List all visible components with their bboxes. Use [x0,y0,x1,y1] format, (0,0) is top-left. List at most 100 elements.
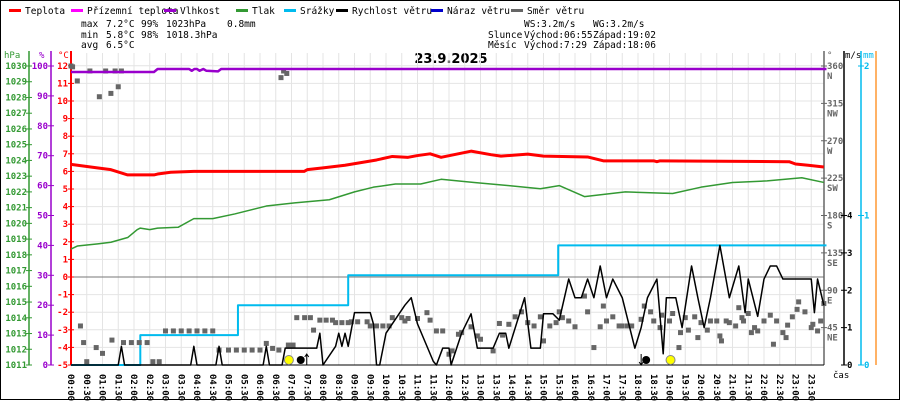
humidity-tick-label: 10 [37,331,48,341]
wind-direction-point [355,319,361,325]
wind-direction-point [389,315,395,321]
x-tick-label: 00:00 [65,374,75,401]
legend-label: Náraz větru [447,6,510,17]
wind-direction-point [284,70,290,76]
wind-direction-point [723,318,729,324]
legend-label: Přízemní teplota [87,6,179,17]
wind-direction-point [163,328,168,334]
pressure-tick-label: 1019 [5,235,27,245]
wind-speed-info: WS:3.2m/s [524,19,575,30]
pressure-tick-label: 1026 [5,125,27,135]
stats-max-rain: 0.8mm [227,19,256,30]
wind-direction-point [657,325,663,331]
wind-direction-point [651,318,657,324]
wind-direction-point [333,320,339,326]
wind-direction-point [144,340,150,346]
wind-direction-point [717,333,723,339]
x-tick-label: 21:30 [742,374,752,401]
sunset-marker [665,355,676,365]
wind-direction-point [115,84,121,90]
wind-direction-point [774,318,780,324]
x-tick-label: 22:00 [758,374,768,401]
wind-direction-point [317,317,323,323]
wind-direction-point [818,318,824,324]
series-wind-line [71,244,825,366]
legend-swatch [431,9,443,12]
x-tick-label: 20:00 [695,374,705,401]
direction-unit: ° [827,51,832,61]
x-tick-label: 01:30 [112,374,122,401]
wind-direction-point [741,318,747,324]
temperature-tick-label: 9 [63,115,68,125]
wind-direction-point [449,348,455,354]
legend-label: Vlhkost [180,6,220,17]
wind-direction-point [770,341,776,347]
wind-direction-point [81,340,87,346]
direction-tick-label: 90 [827,286,838,296]
wind-direction-point [718,338,724,344]
wind-direction-point [374,323,380,329]
rain-tick-label: 1 [864,212,869,222]
moon-label: Měsíc [488,40,517,51]
wind-direction-point [402,318,408,324]
wind-direction-point [108,90,114,96]
wind-direction-point [541,338,546,344]
wind-direction-point [581,293,587,299]
wind-direction-point [329,317,335,323]
moon-marker [296,356,305,364]
wind-direction-point [311,327,317,333]
wind-direction-point [257,347,263,353]
legend-swatch [511,9,523,12]
moonrise-arrow-icon [304,353,310,365]
wind-direction-point [427,317,433,323]
pressure-tick-label: 1018 [5,251,27,261]
moon-marker [642,356,651,364]
series-humidity-line [71,67,827,74]
wind-direction-point [339,320,345,326]
temperature-tick-label: 1 [63,255,68,265]
temperature-tick-label: 8 [63,132,68,142]
wind-direction-point [70,64,76,70]
wind-direction-point [307,315,313,321]
legend-label: Rychlost větru [352,6,432,17]
pressure-tick-label: 1021 [5,204,27,214]
x-tick-label: 12:30 [459,374,469,401]
wind-direction-point [84,359,90,365]
wind-direction-point [739,315,745,321]
moon-rise: Východ:7:29 [524,40,587,51]
compass-label: NW [827,109,838,119]
x-tick-label: 23:30 [805,374,815,401]
wind-direction-point [810,321,816,327]
temperature-tick-label: 4 [63,203,69,213]
rain-tick-label: 0 [864,361,869,371]
direction-tick-label: 45 [827,324,838,334]
wind-direction-point [802,309,808,315]
plot-area [68,63,827,366]
temperature-tick-label: -4 [57,343,68,353]
direction-tick-label: 225 [827,174,843,184]
wind-direction-point [566,318,572,324]
temperature-tick-label: -1 [57,291,68,301]
wind-direction-point [270,345,276,351]
legend-swatch [336,9,348,12]
pressure-tick-label: 1025 [5,141,27,151]
humidity-tick-label: 70 [37,152,48,162]
wind-direction-point [380,323,386,329]
pressure-tick-label: 1029 [5,78,27,88]
pressure-tick-label: 1028 [5,93,27,103]
x-tick-label: 11:00 [412,374,422,401]
wind-direction-point [496,320,502,326]
pressure-tick-label: 1011 [5,361,27,371]
x-tick-label: 23:00 [790,374,800,401]
pressure-tick-label: 1027 [5,109,27,119]
wind-direction-point [604,318,609,324]
legend-label: Tlak [252,6,275,17]
wind-direction-point [591,345,597,351]
x-tick-label: 08:30 [333,374,343,401]
stats-min-temp: 5.8°C [106,30,135,41]
grid: 00:00 00:30 01:00 01:30 02:00 02:30 03:00 03:30… [65,53,824,401]
x-tick-label: 17:00 [601,374,611,401]
temperature-tick-label: -3 [57,326,68,336]
pressure-tick-label: 1017 [5,267,27,277]
wind-direction-point [789,314,795,320]
